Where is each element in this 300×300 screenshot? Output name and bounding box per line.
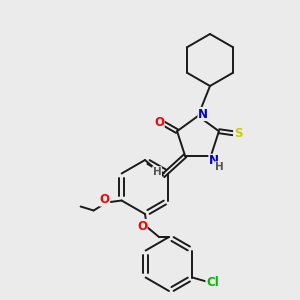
- Text: O: O: [137, 220, 147, 232]
- Text: Cl: Cl: [206, 276, 219, 289]
- Text: S: S: [234, 127, 242, 140]
- Text: O: O: [154, 116, 164, 129]
- Text: H: H: [153, 167, 161, 177]
- Text: O: O: [100, 193, 110, 206]
- Text: N: N: [209, 154, 219, 167]
- Text: H: H: [214, 162, 223, 172]
- Text: N: N: [198, 107, 208, 121]
